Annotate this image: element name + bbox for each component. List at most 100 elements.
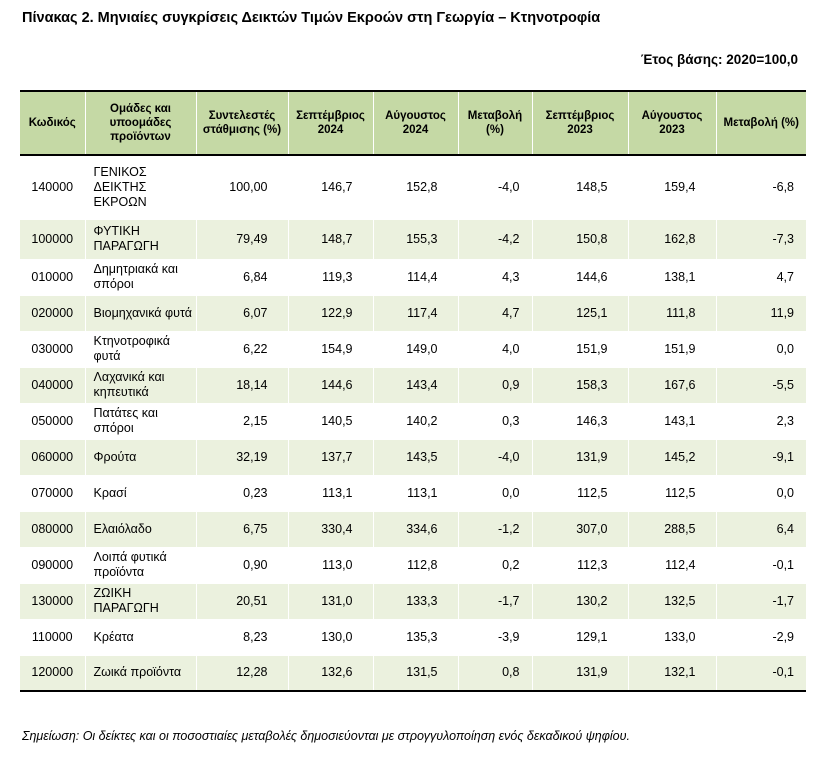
cell-change-2024: 4,0 <box>457 331 532 367</box>
cell-name: Ελαιόλαδο <box>84 511 196 547</box>
table-row: 020000 Βιομηχανικά φυτά 6,07 122,9 117,4 4,7 1… <box>20 295 806 331</box>
cell-weight: 18,14 <box>195 367 288 403</box>
cell-code: 070000 <box>31 485 74 500</box>
cell-change-2023: -7,3 <box>715 219 806 259</box>
cell-code: 020000 <box>20 295 85 331</box>
cell-aug-2023: 133,0 <box>627 619 716 655</box>
header-code: Κωδικός <box>20 91 85 155</box>
table-row: 120000 Ζωικά προϊόντα 12,28 132,6 131,5 0,8 13… <box>20 655 806 691</box>
cell-aug-2023: 288,5 <box>627 511 716 547</box>
cell-code: 120000 <box>20 655 85 691</box>
cell-weight: 79,49 <box>195 219 288 259</box>
cell-sep-2023: 146,3 <box>531 403 628 439</box>
cell-sep-2023: 112,3 <box>531 547 628 583</box>
cell-name: ΓΕΝΙΚΟΣ ΔΕΙΚΤΗΣ ΕΚΡΟΩΝ <box>84 155 196 219</box>
cell-sep-2024: 113,0 <box>287 547 373 583</box>
cell-change-2024: -1,7 <box>457 583 532 619</box>
cell-change-2024: 0,3 <box>457 403 532 439</box>
cell-weight: 0,23 <box>195 475 288 511</box>
cell-sep-2023: 129,1 <box>531 619 628 655</box>
table-row: 130000 ΖΩΙΚΗ ΠΑΡΑΓΩΓΗ 20,51 131,0 133,3 -1,7 1… <box>20 583 806 619</box>
cell-weight: 32,19 <box>195 439 288 475</box>
cell-code: 030000 <box>31 341 74 356</box>
cell-change-2024: 0,2 <box>457 547 532 583</box>
table-row: 040000 Λαχανικά και κηπευτικά 18,14 144,6 14… <box>20 367 806 403</box>
cell-sep-2024: 130,0 <box>287 619 373 655</box>
cell-change-2024: -1,2 <box>457 511 532 547</box>
cell-code: 130000 <box>20 583 85 619</box>
cell-aug-2024: 152,8 <box>372 155 458 219</box>
header-change-2024: Μεταβολή (%) <box>457 91 532 155</box>
cell-aug-2023: 159,4 <box>627 155 716 219</box>
cell-aug-2024: 133,3 <box>372 583 458 619</box>
cell-change-2023: 0,0 <box>715 475 806 511</box>
cell-change-2023: 0,0 <box>715 331 806 367</box>
cell-change-2023: -5,5 <box>715 367 806 403</box>
cell-change-2024: 0,9 <box>457 367 532 403</box>
cell-aug-2024: 117,4 <box>372 295 458 331</box>
table-title: Πίνακας 2. Μηνιαίες συγκρίσεις Δεικτών Τ… <box>22 10 601 26</box>
cell-sep-2024: 122,9 <box>287 295 373 331</box>
cell-aug-2023: 132,1 <box>627 655 716 691</box>
cell-weight: 8,23 <box>195 619 288 655</box>
cell-name: Δημητριακά και σπόροι <box>84 259 196 295</box>
cell-sep-2023: 150,8 <box>531 219 628 259</box>
cell-code: 060000 <box>20 439 85 475</box>
cell-name: Κτηνοτροφικά φυτά <box>84 331 196 367</box>
cell-aug-2024: 149,0 <box>372 331 458 367</box>
cell-code: 040000 <box>20 367 85 403</box>
cell-aug-2024: 135,3 <box>372 619 458 655</box>
cell-aug-2024: 155,3 <box>372 219 458 259</box>
cell-code: 050000 <box>31 413 74 428</box>
cell-sep-2023: 144,6 <box>531 259 628 295</box>
cell-weight: 2,15 <box>195 403 288 439</box>
cell-aug-2024: 112,8 <box>372 547 458 583</box>
cell-sep-2023: 131,9 <box>531 655 628 691</box>
header-change-2023: Μεταβολή (%) <box>715 91 806 155</box>
table-row: 030000 Κτηνοτροφικά φυτά 6,22 154,9 149,0 4,0… <box>20 331 806 367</box>
cell-sep-2024: 131,0 <box>287 583 373 619</box>
cell-aug-2023: 132,5 <box>627 583 716 619</box>
cell-name: Λοιπά φυτικά προϊόντα <box>84 547 196 583</box>
cell-weight: 6,22 <box>195 331 288 367</box>
cell-name: Πατάτες και σπόροι <box>84 403 196 439</box>
header-group: Ομάδες και υποομάδες προϊόντων <box>84 91 196 155</box>
cell-name: ΖΩΙΚΗ ΠΑΡΑΓΩΓΗ <box>84 583 196 619</box>
table-row: 110000 Κρέατα 8,23 130,0 135,3 -3,9 129,1 133,0… <box>20 619 806 655</box>
cell-sep-2023: 131,9 <box>531 439 628 475</box>
cell-change-2023: -0,1 <box>715 547 806 583</box>
header-weight: Συντελεστές στάθμισης (%) <box>195 91 288 155</box>
table-body: 140000 ΓΕΝΙΚΟΣ ΔΕΙΚΤΗΣ ΕΚΡΟΩΝ 100,00 146,7 1… <box>20 155 806 691</box>
table-row: 140000 ΓΕΝΙΚΟΣ ΔΕΙΚΤΗΣ ΕΚΡΟΩΝ 100,00 146,7 1… <box>20 155 806 219</box>
cell-sep-2024: 146,7 <box>287 155 373 219</box>
header-aug-2024: Αύγουστος 2024 <box>372 91 458 155</box>
cell-change-2023: -1,7 <box>715 583 806 619</box>
cell-aug-2023: 167,6 <box>627 367 716 403</box>
header-row: Κωδικός Ομάδες και υποομάδες προϊόντων Σ… <box>20 91 806 155</box>
cell-aug-2023: 151,9 <box>627 331 716 367</box>
cell-sep-2024: 132,6 <box>287 655 373 691</box>
cell-aug-2024: 143,5 <box>372 439 458 475</box>
table-row: 010000 Δημητριακά και σπόροι 6,84 119,3 114,… <box>20 259 806 295</box>
cell-change-2024: 4,7 <box>457 295 532 331</box>
table-row: 080000 Ελαιόλαδο 6,75 330,4 334,6 -1,2 307,0 28… <box>20 511 806 547</box>
cell-code: 090000 <box>31 557 74 572</box>
cell-weight: 100,00 <box>195 155 288 219</box>
cell-change-2024: -3,9 <box>457 619 532 655</box>
cell-weight: 6,07 <box>195 295 288 331</box>
cell-aug-2024: 143,4 <box>372 367 458 403</box>
cell-code: 010000 <box>31 269 74 284</box>
cell-change-2023: -0,1 <box>715 655 806 691</box>
table-row: 060000 Φρούτα 32,19 137,7 143,5 -4,0 131,9 145,… <box>20 439 806 475</box>
cell-sep-2023: 125,1 <box>531 295 628 331</box>
cell-sep-2023: 158,3 <box>531 367 628 403</box>
cell-name: Λαχανικά και κηπευτικά <box>84 367 196 403</box>
cell-change-2023: 11,9 <box>715 295 806 331</box>
cell-name: ΦΥΤΙΚΗ ΠΑΡΑΓΩΓΗ <box>84 219 196 259</box>
cell-aug-2024: 131,5 <box>372 655 458 691</box>
cell-change-2023: -6,8 <box>715 155 806 219</box>
cell-name: Κρασί <box>84 475 196 511</box>
cell-aug-2023: 111,8 <box>627 295 716 331</box>
cell-change-2024: -4,0 <box>457 439 532 475</box>
table-row: 050000 Πατάτες και σπόροι 2,15 140,5 140,2 0,… <box>20 403 806 439</box>
